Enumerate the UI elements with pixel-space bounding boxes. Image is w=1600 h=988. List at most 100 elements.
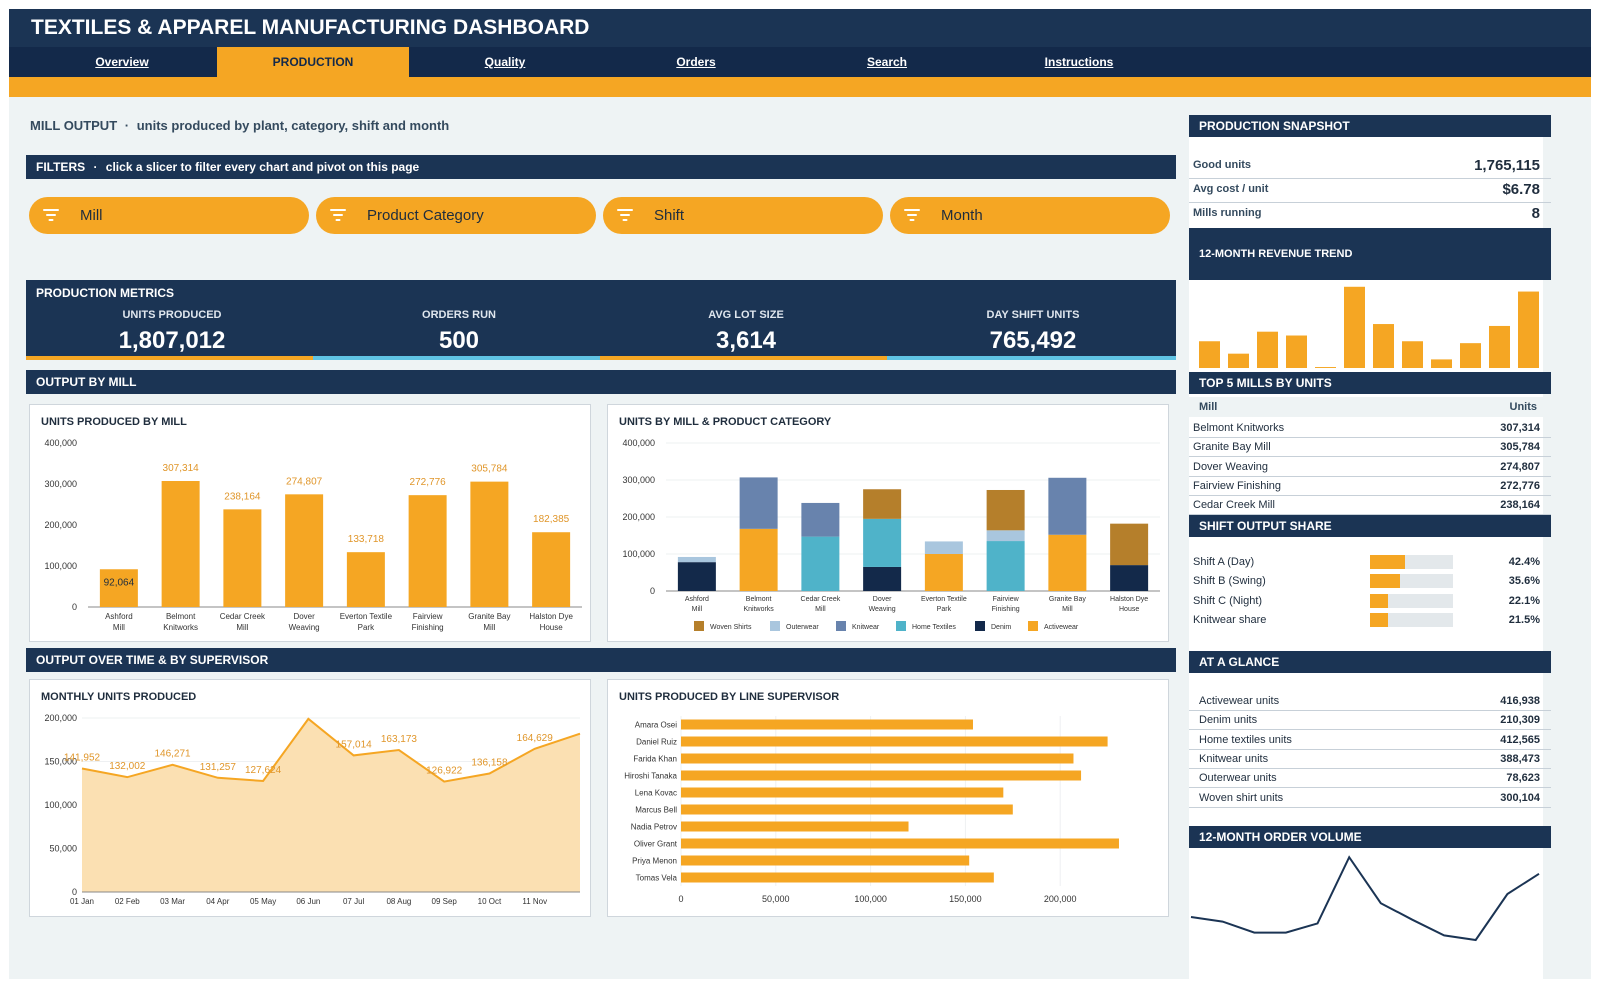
filters-bar: FILTERS · click a slicer to filter every… [26,155,1176,179]
x-tick-label: Halston Dye [529,612,573,621]
bar [532,532,571,607]
metric-accent [600,356,887,360]
slicer-mill[interactable]: Mill [29,197,309,234]
shift-share-header: SHIFT OUTPUT SHARE [1189,515,1551,537]
metric-accent [887,356,1176,360]
slicer-month[interactable]: Month [890,197,1170,234]
y-tick-label: 200,000 [44,520,77,530]
snapshot-value: 1,765,115 [1474,157,1540,174]
x-tick-label: 100,000 [854,894,887,904]
bar [1257,331,1278,368]
metric-value: 3,614 [715,327,777,354]
legend-swatch [975,621,985,631]
glance-label: Home textiles units [1199,733,1292,746]
x-tick-label: 200,000 [1044,894,1077,904]
tab-instructions[interactable]: Instructions [1044,55,1114,69]
glance-row: Activewear units 416,938 [1189,692,1551,710]
supervisor-chart: 0 50,000 100,000 150,000 200,000 Amara Osei Da… [624,716,1119,904]
metric-label: DAY SHIFT UNITS [986,309,1080,321]
y-tick-label: Hiroshi Tanaka [624,772,677,781]
shift-row: Shift C (Night) 22.1% [1189,592,1551,610]
y-tick-label: Daniel Ruiz [636,738,677,747]
top5-row: Fairview Finishing 272,776 [1189,477,1551,495]
bar [346,552,385,607]
legend-swatch [1028,621,1038,631]
stack-segment [986,541,1025,591]
data-label: 136,158 [471,758,508,769]
slicer-label: Product Category [367,207,484,224]
glance-value: 416,938 [1500,695,1540,707]
x-tick-label: 50,000 [762,894,790,904]
slicer-product-category[interactable]: Product Category [316,197,596,234]
stack-segment [863,566,902,591]
data-label: 182,385 [533,514,570,525]
data-label: 272,776 [410,477,447,488]
bar [1286,335,1307,368]
chart-monthly-panel: MONTHLY UNITS PRODUCED 0 50,000 100,000 150… [29,679,591,917]
stack-segment [986,530,1025,542]
glance-row: Knitwear units 388,473 [1189,750,1551,768]
x-tick-label: Knitworks [743,606,774,613]
glance-value: 210,309 [1500,714,1540,727]
metric-label: AVG LOT SIZE [708,309,784,321]
metrics-title: PRODUCTION METRICS [36,286,174,300]
top5-column-header: Mill Units [1189,397,1551,417]
x-tick-label: 02 Feb [115,897,140,906]
x-tick-label: Finishing [992,606,1020,613]
bar [681,804,1013,815]
tab-bar: Overview PRODUCTION Quality Orders Searc… [9,47,1591,77]
tab-search[interactable]: Search [866,55,908,69]
snapshot-label: Good units [1193,159,1252,171]
y-tick-label: 300,000 [622,475,655,485]
divider [1189,437,1551,438]
y-tick-label: 100,000 [44,800,77,810]
tab-production[interactable]: PRODUCTION [217,47,409,77]
stack-segment [1048,534,1087,591]
shift-label: Shift C (Night) [1193,594,1263,607]
shift-label: Knitwear share [1193,613,1267,626]
bar [681,770,1082,781]
x-tick-label: 150,000 [949,894,982,904]
divider [1189,456,1551,458]
glance-label: Denim units [1199,714,1258,727]
bar [161,481,200,607]
stack-segment [863,489,902,519]
y-tick-label: 200,000 [622,512,655,522]
bar [1431,359,1452,368]
shift-bar-fill [1370,574,1400,589]
data-label: 163,173 [381,734,418,745]
x-tick-label: Mill [236,623,248,632]
divider [1189,748,1551,750]
revenue-trend-header [1189,228,1551,280]
snapshot-row: Mills running 8 [1189,205,1551,225]
data-label: 238,164 [224,491,261,502]
bar [681,787,1004,798]
metrics-panel [26,280,1176,360]
x-tick-label: 09 Sep [432,897,458,906]
data-label: 126,922 [426,766,463,777]
top5-units: 238,164 [1500,499,1540,512]
tab-orders[interactable]: Orders [676,55,716,69]
units-by-mill-chart: 0 100,000 200,000 300,000 400,000 92,064 Ashfo… [44,438,582,632]
stack-segment [739,528,778,591]
shift-bar-fill [1370,612,1388,627]
stack-segment [1110,565,1149,591]
x-tick-label: Mill [483,623,495,632]
shift-bar-track [1370,593,1453,608]
divider [1189,806,1551,808]
tab-quality[interactable]: Quality [484,55,526,69]
tab-overview[interactable]: Overview [95,55,149,69]
metric-accent [26,356,313,360]
x-tick-label: Fairview [993,596,1020,603]
shift-row: Knitwear share 21.5% [1189,611,1551,629]
glance-label: Activewear units [1199,695,1280,707]
snapshot-row: Good units 1,765,115 [1189,157,1551,177]
metric-accent [313,356,600,360]
filters-hint: click a slicer to filter every chart and… [105,160,420,174]
glance-row: Outerwear units 78,623 [1189,769,1551,787]
metric-units-produced: UNITS PRODUCED 1,807,012 [26,299,318,359]
x-tick-label: Ashford [685,596,709,603]
y-tick-label: 400,000 [622,438,655,448]
shift-bar-fill [1370,555,1406,569]
slicer-shift[interactable]: Shift [603,197,883,234]
